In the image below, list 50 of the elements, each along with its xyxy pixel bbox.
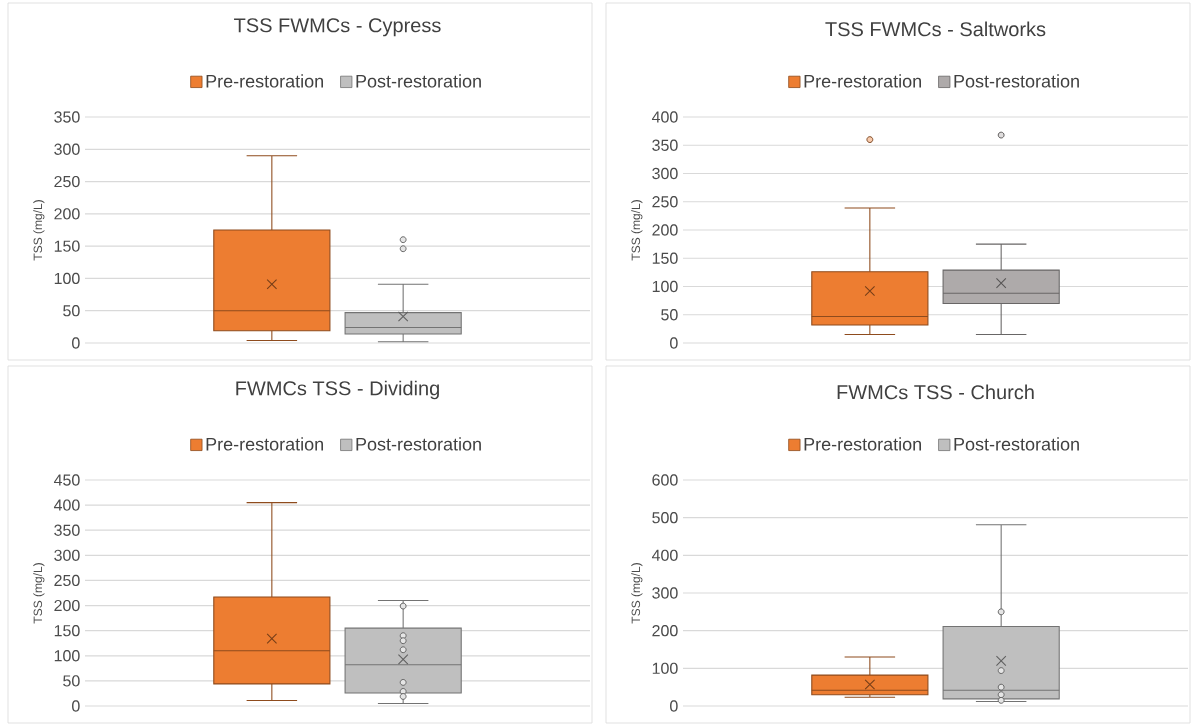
y-tick-label: 200 [652,224,678,236]
y-tick-label: 400 [53,499,80,511]
y-tick-label: 400 [651,111,678,123]
y-tick-label: 250 [54,574,80,587]
y-tick-label: 100 [54,272,80,285]
y-tick-label: 0 [72,700,80,712]
y-tick-label: 500 [652,512,678,524]
legend-label: Post-restoration [356,437,481,451]
y-tick-label: 50 [63,305,80,317]
y-tick-label: 450 [53,474,80,486]
y-tick-label: 250 [54,175,80,188]
legend-label: Pre-restoration [804,437,921,451]
y-tick-label: 50 [63,675,80,687]
y-tick-label: 150 [652,252,678,264]
y-tick-label: 300 [652,167,678,180]
y-tick-label: 0 [72,337,80,349]
y-tick-label: 400 [651,549,678,561]
y-tick-label: 0 [670,700,678,712]
legend-label: Pre-restoration [206,437,323,451]
y-tick-label: 350 [54,524,80,536]
legend-label: Post-restoration [954,437,1079,451]
chart-title: TSS FWMCs - Saltworks [825,21,1046,37]
y-tick-label: 100 [652,662,678,674]
y-tick-label: 200 [54,599,80,612]
y-tick-label: 150 [54,240,80,252]
y-tick-label: 300 [54,143,80,155]
legend-label: Post-restoration [954,74,1079,88]
y-axis-title: TSS (mg/L) [33,200,45,261]
legend-label: Post-restoration [356,74,481,88]
y-axis-title: TSS (mg/L) [33,563,45,624]
y-tick-label: 300 [652,587,678,599]
y-tick-label: 250 [652,196,678,208]
y-tick-label: 150 [54,625,80,637]
y-axis-title: TSS (mg/L) [631,200,643,261]
legend-label: Pre-restoration [804,74,921,88]
y-tick-label: 50 [661,309,678,321]
y-tick-label: 600 [652,474,678,486]
chart-title: TSS FWMCs - Cypress [234,18,441,37]
y-tick-label: 0 [670,337,678,349]
y-tick-label: 100 [652,280,678,293]
y-tick-label: 100 [54,650,80,662]
y-axis-title: TSS (mg/L) [631,563,643,624]
y-tick-label: 300 [54,549,80,561]
y-tick-label: 200 [54,208,80,220]
y-tick-label: 350 [652,139,678,151]
y-tick-label: 200 [652,625,678,637]
chart-title: FWMCs TSS - Dividing [236,380,439,400]
y-tick-label: 350 [54,111,80,123]
legend-label: Pre-restoration [206,74,323,88]
chart-title: FWMCs TSS - Church [837,384,1034,400]
